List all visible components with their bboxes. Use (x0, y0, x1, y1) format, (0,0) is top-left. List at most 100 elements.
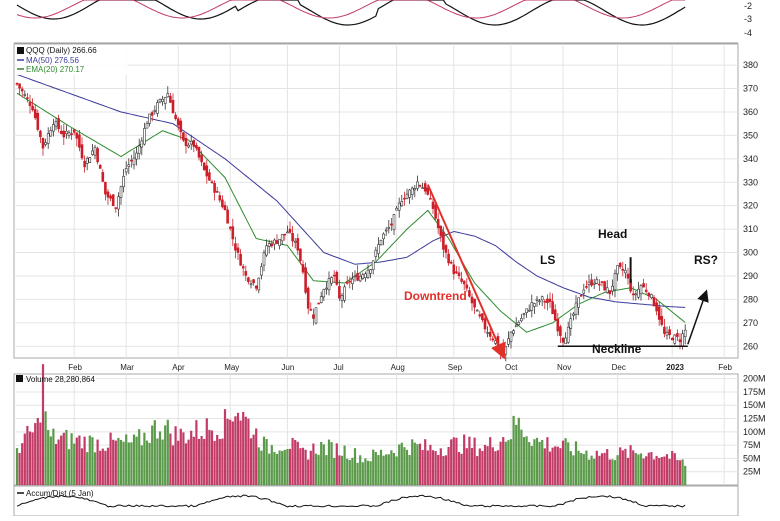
volume-bar (343, 445, 346, 485)
volume-bar (21, 443, 24, 485)
candle-body (657, 306, 661, 320)
candle-body (260, 266, 263, 276)
candle-body (202, 162, 206, 171)
volume-bar (348, 460, 351, 485)
volume-bar (361, 462, 364, 485)
volume-bar (359, 455, 362, 485)
volume-bar (598, 455, 601, 485)
candle-body (483, 318, 487, 330)
volume-bar (606, 449, 609, 485)
candle-body (642, 283, 645, 288)
volume-bar (611, 459, 614, 485)
volume-bar (47, 429, 50, 485)
candle-body (62, 130, 66, 138)
volume-bar (434, 451, 437, 485)
volume-bar (546, 437, 549, 485)
volume-bar (317, 454, 320, 485)
candle-body (93, 146, 97, 156)
volume-bar (678, 460, 682, 485)
month-label: Jun (281, 363, 294, 372)
volume-bar (171, 445, 175, 485)
price-panel: 260270280290300310320330340350360370380 … (13, 43, 758, 372)
ema20-path (16, 92, 686, 333)
candle-body (387, 227, 391, 229)
volume-bar (507, 440, 510, 485)
volume-bar (346, 458, 349, 485)
volume-bar (60, 435, 63, 485)
oscillator-panel: -2 -3 -4 (14, 0, 752, 42)
candle-body (553, 309, 557, 321)
candle-body (655, 302, 658, 312)
candle-body (644, 289, 648, 292)
candle-body (410, 187, 414, 195)
candle-body (647, 292, 651, 297)
candle-body (304, 267, 307, 293)
candle-body (668, 329, 671, 336)
candle-body (525, 308, 528, 313)
candle-body (148, 113, 151, 124)
candle-body (41, 137, 45, 149)
candle-body (507, 338, 510, 345)
candle-body (192, 140, 196, 147)
candle-body (416, 181, 419, 189)
candle-body (156, 102, 159, 114)
candle-body (616, 265, 619, 275)
volume-bar (353, 448, 357, 485)
volume-bar (470, 447, 474, 485)
candle-body (293, 240, 297, 243)
candle-body (135, 152, 138, 160)
candle-body (353, 275, 357, 278)
candle-body (559, 326, 562, 336)
candle-body (288, 228, 292, 233)
candle-body (91, 150, 94, 155)
candle-body (637, 288, 640, 298)
price-tick-label: 270 (743, 318, 758, 328)
candle-body (395, 207, 398, 211)
volume-bar (130, 442, 133, 485)
volume-bar (104, 450, 107, 485)
candle-body (431, 201, 435, 209)
candle-body (475, 309, 479, 312)
candle-body (80, 144, 84, 159)
volume-bar (382, 455, 385, 485)
volume-bar (387, 454, 390, 485)
volume-bar (307, 459, 310, 485)
candle-body (551, 301, 554, 315)
candle-body (384, 229, 388, 232)
candle-body (590, 279, 593, 286)
volume-bar (621, 450, 624, 485)
candle-body (338, 286, 341, 299)
candle-body (449, 261, 453, 264)
candle-body (356, 272, 359, 281)
ma50-path (16, 74, 686, 308)
candle-body (39, 130, 42, 138)
volume-bar (49, 436, 52, 485)
candle-body (286, 231, 289, 234)
candle-body (143, 128, 146, 145)
candle-body (33, 109, 37, 119)
candle-body (426, 187, 430, 195)
volume-bar (164, 425, 167, 485)
volume-bar (509, 439, 513, 485)
volume-bar (52, 428, 55, 485)
candle-body (379, 239, 383, 246)
candle-body (486, 332, 489, 334)
volume-bar (574, 441, 578, 485)
oscillator-background (14, 0, 738, 42)
candle-body (301, 264, 305, 273)
candle-body (127, 164, 131, 167)
ema20-line (16, 92, 686, 333)
volume-bar (135, 436, 138, 485)
volume-bar (468, 436, 471, 485)
candle-body (408, 189, 411, 198)
volume-bar (236, 412, 240, 485)
candle-body (595, 279, 599, 284)
volume-bar (632, 450, 635, 485)
volume-bar (567, 442, 570, 485)
candle-body (634, 293, 638, 296)
candle-body (54, 121, 58, 127)
candle-body (413, 188, 417, 191)
volume-bar (483, 444, 487, 485)
volume-bar (117, 437, 120, 485)
volume-bar (101, 448, 104, 485)
